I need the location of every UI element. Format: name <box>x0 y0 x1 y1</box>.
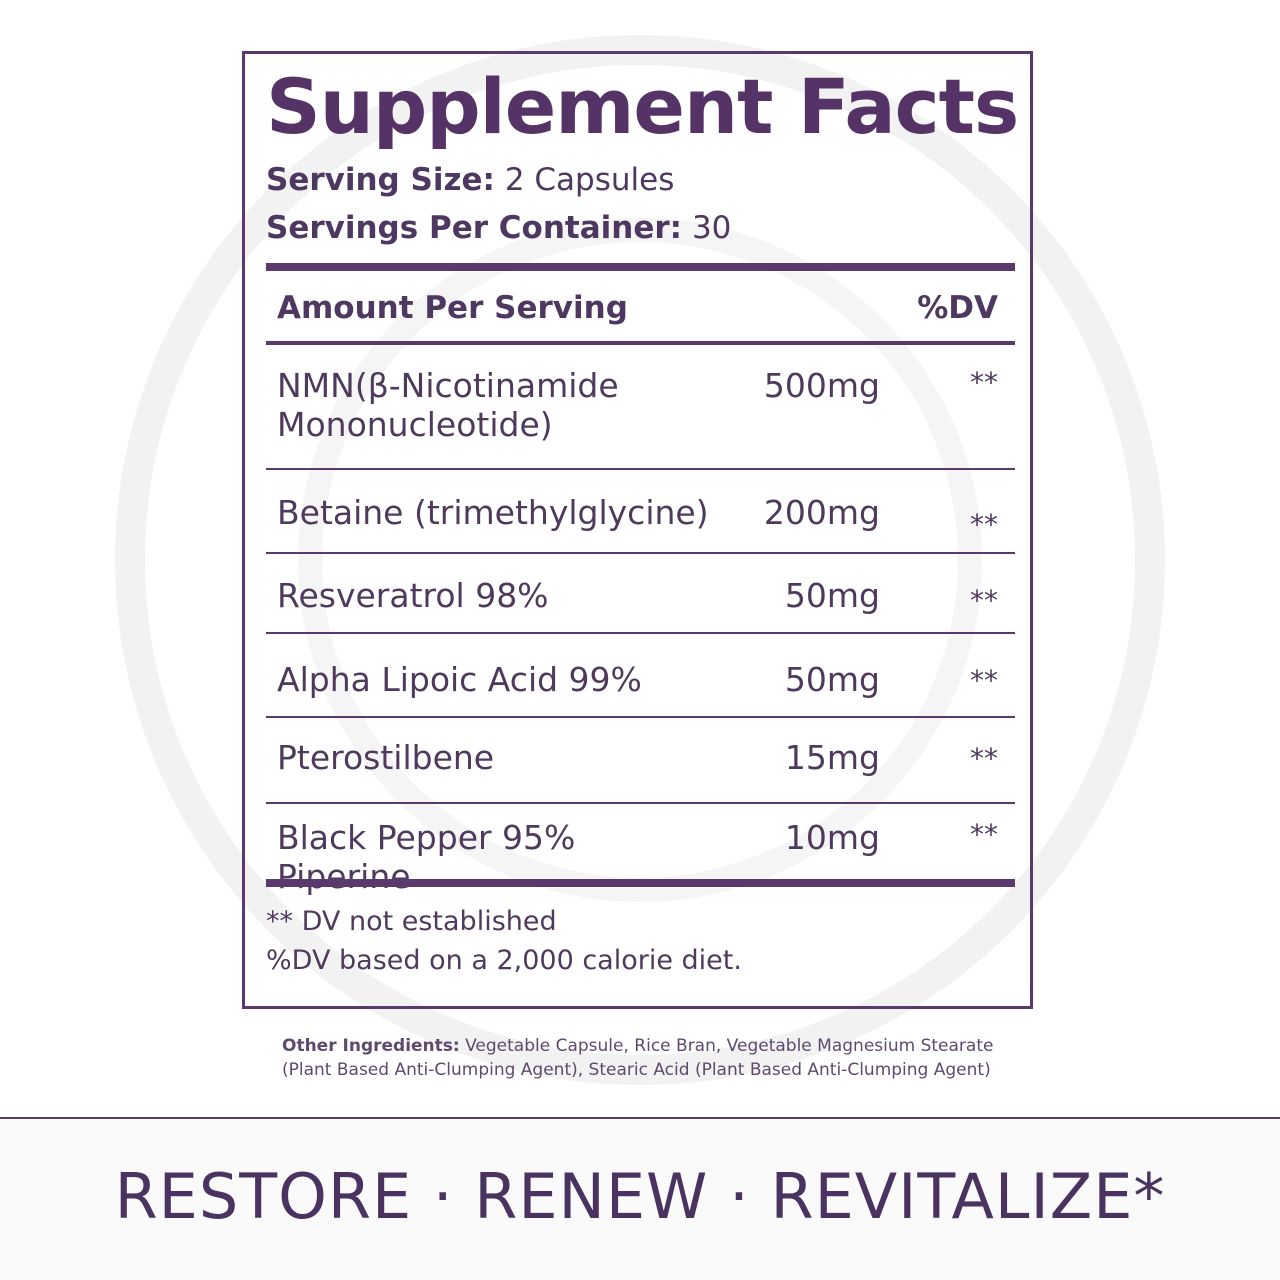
ingredient-amount: 200mg <box>763 493 880 532</box>
other-ingredients-label: Other Ingredients: <box>282 1036 460 1056</box>
other-ingredients: Other Ingredients: Vegetable Capsule, Ri… <box>282 1034 1002 1082</box>
header-amount: Amount Per Serving <box>277 290 628 326</box>
row-rule <box>266 802 1015 804</box>
footnote: %DV based on a 2,000 calorie diet. <box>266 945 742 976</box>
servings-value: 30 <box>691 210 732 246</box>
servings-label: Servings Per Container: <box>266 210 683 246</box>
ingredient-amount: 50mg <box>784 660 880 699</box>
row-rule <box>266 552 1015 554</box>
ingredient-dv: ** <box>970 584 998 617</box>
ingredient-name: Alpha Lipoic Acid 99% <box>277 660 642 699</box>
ingredient-amount: 10mg <box>784 818 880 857</box>
ingredient-dv: ** <box>970 818 998 851</box>
serving-size-value: 2 Capsules <box>504 162 675 198</box>
serving-size-label: Serving Size: <box>266 162 495 198</box>
ingredient-name: Black Pepper 95% Piperine <box>277 818 576 896</box>
tagline: RESTORE · RENEW · REVITALIZE* <box>114 1160 1166 1233</box>
ingredient-amount: 15mg <box>784 738 880 777</box>
row-rule <box>266 468 1015 470</box>
serving-size: Serving Size: 2 Capsules <box>266 162 674 198</box>
ingredient-name: NMN(β-Nicotinamide Mononucleotide) <box>277 366 619 444</box>
other-ingredients-text: Vegetable Capsule, Rice Bran, Vegetable … <box>282 1036 994 1080</box>
ingredient-dv: ** <box>970 742 998 775</box>
servings-per-container: Servings Per Container: 30 <box>266 210 731 246</box>
ingredient-amount: 500mg <box>763 366 880 405</box>
thick-rule <box>266 263 1015 271</box>
ingredient-name: Resveratrol 98% <box>277 576 549 615</box>
ingredient-amount: 50mg <box>784 576 880 615</box>
ingredient-dv: ** <box>970 508 998 541</box>
footnote: ** DV not established <box>266 906 557 937</box>
header-rule <box>266 341 1015 345</box>
facts-box <box>242 51 1033 1009</box>
ingredient-dv: ** <box>970 366 998 399</box>
ingredient-dv: ** <box>970 664 998 697</box>
title: Supplement Facts <box>266 62 1019 151</box>
thick-rule <box>266 879 1015 887</box>
ingredient-name: Pterostilbene <box>277 738 495 777</box>
header-dv: %DV <box>917 290 998 326</box>
ingredient-name: Betaine (trimethylglycine) <box>277 493 709 532</box>
row-rule <box>266 716 1015 718</box>
row-rule <box>266 632 1015 634</box>
